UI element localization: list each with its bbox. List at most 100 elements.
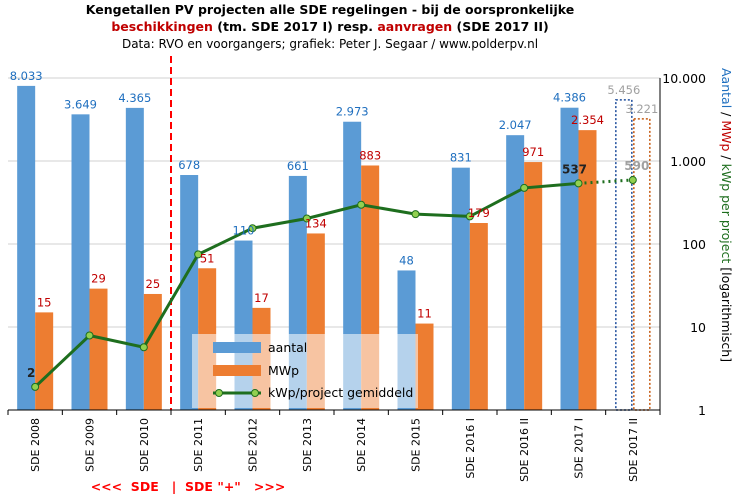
y-tick-label: 10.000 [662,71,706,86]
aantal-data-label: 678 [178,158,200,172]
x-tick-label: SDE 2016 I [464,418,477,479]
aantal-data-label: 48 [399,253,414,267]
y-tick-labels: 1 10 100 1.000 10.000 [662,71,706,418]
legend-label: aantal [268,340,307,355]
mwp-data-label: 51 [200,251,215,265]
mwp-data-label: 25 [146,277,161,291]
kwp-point [574,179,583,188]
y-tick-label: 100 [682,237,706,252]
kwp-line: 2 537 590 [27,159,649,391]
x-tick-label: SDE 2012 [247,418,260,472]
x-tick-label: SDE 2011 [192,418,205,472]
kwp-point [248,224,257,233]
title-beschikkingen: beschikkingen [111,19,213,34]
legend-swatch-aantal [213,342,261,353]
kwp-point [31,382,40,391]
y-tick-label: 1.000 [670,154,706,169]
x-tick-label: SDE 2009 [84,418,97,472]
y-tick-label: 1 [698,403,706,418]
kwp-point [85,331,94,340]
aantal-bar [615,99,633,411]
mwp-data-label: 15 [37,295,52,309]
aantal-data-label: 8.033 [10,69,43,83]
x-tick-label: SDE 2014 [355,418,368,472]
legend-label: kWp/project gemiddeld [268,385,413,400]
bar-labels: 8.033 15 3.649 29 4.365 25 678 51 110 17 661 134 2.9… [10,69,659,321]
kwp-point [139,343,148,352]
x-tick-labels: SDE 2008 SDE 2009 SDE 2010 SDE 2011 SDE 2012… [29,418,640,482]
mwp-data-label: 2.354 [571,113,604,127]
legend-label: MWp [268,363,299,378]
axes [7,78,661,415]
aantal-data-label: 661 [287,159,309,173]
mwp-bar [143,293,162,410]
aantal-data-label: 3.649 [64,97,97,111]
kwp-point [411,210,420,219]
x-tick-label: SDE 2016 II [518,418,531,482]
kwp-point [302,214,311,223]
mwp-data-label: 179 [468,206,490,220]
x-tick-label: SDE 2013 [301,418,314,472]
y-axis-title: Aantal / MWp / kWp per project [logarith… [719,68,734,362]
legend-swatch-kwp-marker [251,389,259,397]
chart-title-line1: Kengetallen PV projecten alle SDE regeli… [86,2,574,17]
mwp-bar [415,323,434,410]
mwp-bar [524,162,543,410]
kwp-data-label: 590 [624,159,649,173]
mwp-data-label: 883 [359,148,381,162]
mwp-data-label: 29 [91,272,106,286]
legend-swatch-kwp-marker [215,389,223,397]
chart-title-line3: Data: RVO en voorgangers; grafiek: Peter… [122,37,538,51]
aantal-data-label: 831 [450,151,472,165]
title-aanvragen: aanvragen [377,19,452,34]
kwp-data-label: 2 [27,366,35,380]
aantal-bar [451,167,470,410]
y-title-aantal: Aantal [719,68,734,108]
y-title-log: [logarithmisch] [719,263,734,362]
x-tick-label: SDE 2010 [138,418,151,472]
aantal-data-label: 2.973 [336,105,369,119]
mwp-bar [35,312,54,410]
sde-period-note: <<< SDE | SDE "+" >>> [91,479,286,494]
aantal-bar [71,114,90,410]
legend: aantal MWp kWp/project gemiddeld [192,334,418,408]
x-tick-label: SDE 2008 [29,418,42,472]
mwp-bar [633,118,651,411]
mwp-data-label: 17 [254,291,269,305]
y-title-mwp: MWp [719,120,734,151]
y-title-sep2: / [719,151,734,163]
aantal-data-label: 4.365 [118,91,151,105]
aantal-data-label: 110 [233,224,255,238]
mwp-bar [469,223,488,410]
y-tick-label: 10 [690,320,706,335]
aantal-bar [125,107,144,410]
chart-title-line2: beschikkingen (tm. SDE 2017 I) resp. aan… [111,19,548,34]
kwp-point [194,250,203,259]
aantal-data-label: 2.047 [499,118,532,132]
y-title-kwp: kWp per project [719,164,734,264]
aantal-bar [17,85,36,410]
bars [17,85,651,411]
kwp-point [628,176,637,185]
y-title-sep1: / [719,108,734,120]
mwp-bar [89,288,108,410]
kwp-point [520,183,529,192]
mwp-data-label: 11 [417,307,432,321]
x-tick-label: SDE 2017 II [627,418,640,482]
mwp-data-label: 3.221 [625,102,658,116]
mwp-data-label: 134 [305,216,327,230]
kwp-point [357,200,366,209]
mwp-bar [578,130,597,410]
aantal-bar [560,107,579,410]
kwp-point [465,212,474,221]
aantal-data-label: 5.456 [607,83,640,97]
mwp-data-label: 971 [522,145,544,159]
legend-swatch-mwp [213,365,261,376]
title-end: (SDE 2017 II) [452,19,549,34]
aantal-data-label: 4.386 [553,91,586,105]
aantal-bar [506,135,525,410]
title-mid: (tm. SDE 2017 I) resp. [213,19,377,34]
x-tick-label: SDE 2015 [410,418,423,472]
x-tick-label: SDE 2017 I [573,418,586,479]
